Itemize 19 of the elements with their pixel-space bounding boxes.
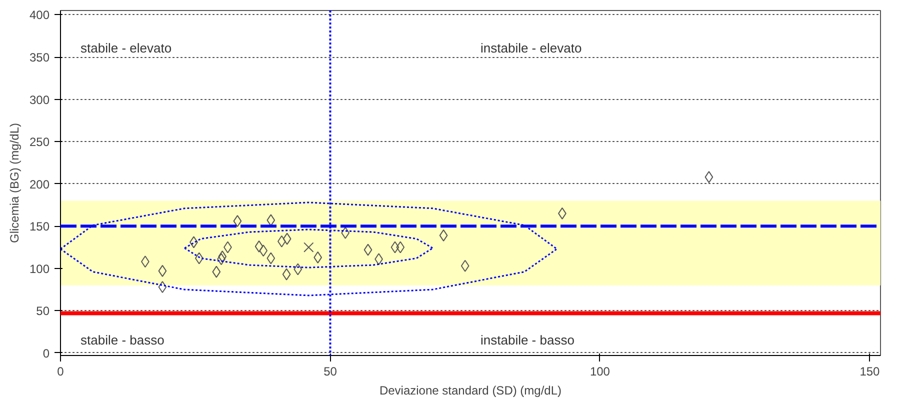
annotation: instabile - basso: [480, 332, 574, 348]
y-tick-label: 400: [29, 8, 50, 22]
y-tick-label: 200: [29, 177, 50, 192]
y-tick-label: 0: [42, 346, 50, 360]
annotation: stabile - elevato: [80, 40, 172, 56]
x-tick-label: 100: [590, 364, 610, 378]
y-axis-title: Glicemia (BG) (mg/dL): [7, 122, 22, 244]
y-tick-label: 350: [29, 50, 50, 65]
x-tick-label: 0: [57, 364, 64, 378]
y-tick-label: 150: [29, 220, 50, 234]
y-tick-label: 300: [29, 92, 50, 107]
x-tick-label: 150: [860, 364, 880, 378]
y-tick-label: 50: [36, 304, 50, 318]
x-tick-label: 50: [324, 364, 338, 378]
y-tick-label: 250: [29, 135, 50, 150]
y-tick-label: 100: [29, 262, 50, 276]
annotation: stabile - basso: [80, 332, 164, 348]
annotation: instabile - elevato: [480, 40, 582, 56]
x-axis-title: Deviazione standard (SD) (mg/dL): [379, 384, 562, 398]
